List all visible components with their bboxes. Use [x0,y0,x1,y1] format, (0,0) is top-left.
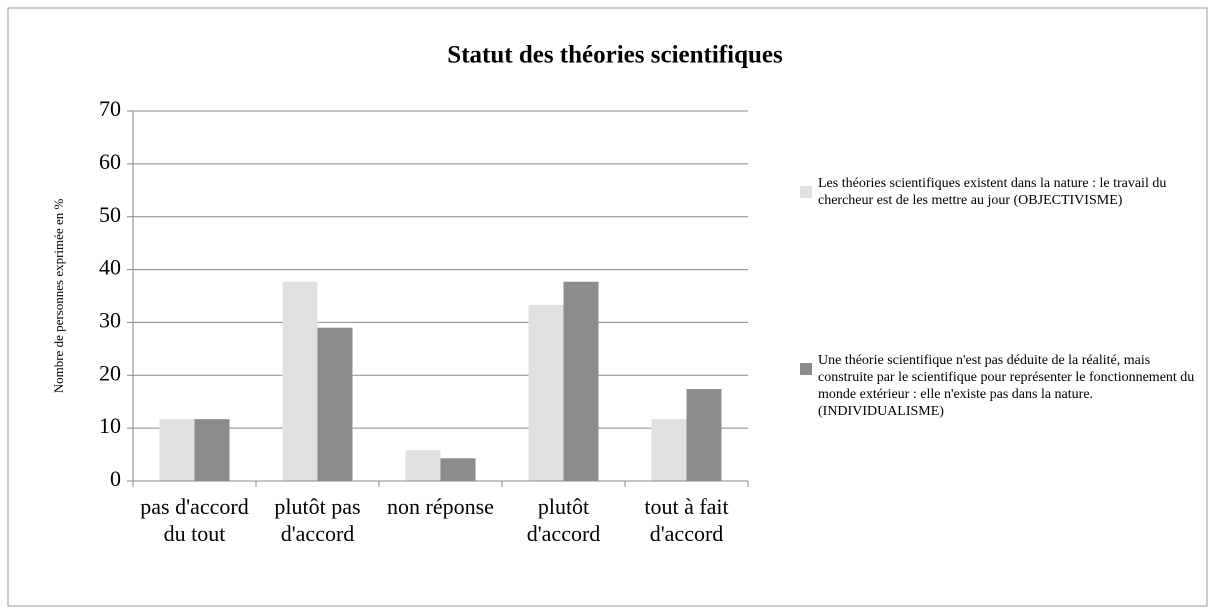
bar [686,389,722,481]
x-tick-label: plutôt pas d'accord [274,494,361,546]
x-tick-label: tout à fait d'accord [644,494,729,546]
bar [651,419,687,481]
bar [528,304,564,481]
bar [282,281,318,481]
y-tick-label: 50 [99,202,121,227]
y-tick-label: 30 [99,307,121,332]
bar [159,419,195,481]
x-tick-label: plutôt d'accord [526,494,601,546]
y-tick-label: 20 [99,360,121,385]
x-tick-label: pas d'accord du tout [140,494,249,546]
bar [440,458,476,481]
y-tick-label: 60 [99,149,121,174]
y-tick-label: 70 [99,96,121,121]
legend-label: Les théories scientifiques existent dans… [818,176,1167,208]
x-tick-label: non réponse [387,494,494,519]
legend-label: Une théorie scientifique n'est pas dédui… [818,353,1195,419]
bar [563,281,599,481]
y-tick-label: 0 [110,466,121,491]
legend-swatch [800,363,812,375]
chart-title: Statut des théories scientifiques [447,42,783,69]
y-axis-label: Nombre de personnes exprimée en % [51,199,66,394]
legend-swatch [800,186,812,198]
y-tick-label: 10 [99,413,121,438]
bar [194,419,230,481]
y-tick-label: 40 [99,255,121,280]
chart-frame [7,7,1208,607]
bar [317,327,353,481]
bar [405,450,441,481]
